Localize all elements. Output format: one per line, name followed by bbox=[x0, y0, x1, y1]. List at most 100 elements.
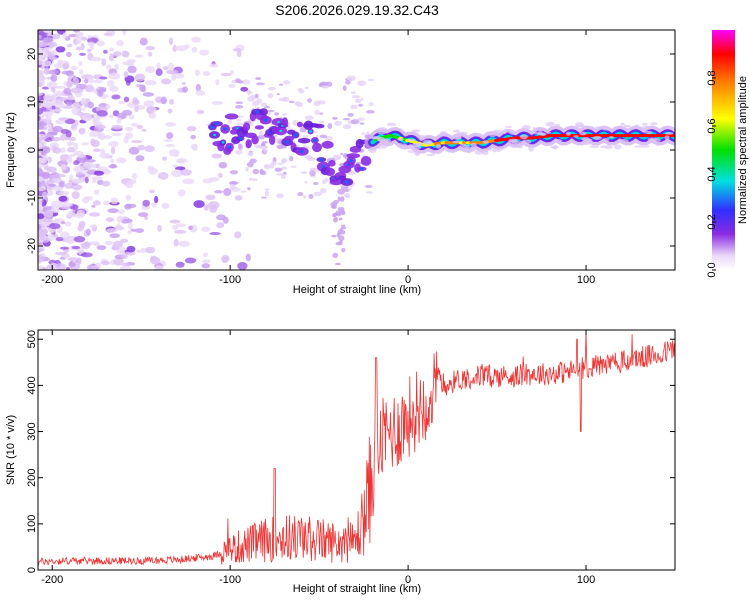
spectrogram-noise-blob bbox=[330, 205, 337, 209]
spectrogram-ridge-fringe bbox=[649, 122, 658, 126]
spectrogram-noise-blob bbox=[234, 231, 242, 239]
spectrogram-noise-blob bbox=[338, 209, 345, 215]
spectrogram-noise-blob bbox=[51, 136, 62, 142]
spectrogram-noise-blob bbox=[109, 233, 120, 239]
spectrogram-noise-blob bbox=[73, 160, 80, 166]
spectrogram-noise-blob bbox=[86, 264, 97, 270]
spectrogram-noise-blob bbox=[50, 33, 61, 40]
spectrogram-noise-blob bbox=[71, 125, 76, 129]
spectrogram-ridge-fringe bbox=[416, 142, 424, 146]
spectrogram-noise-blob bbox=[193, 200, 205, 208]
spectrogram-noise-blob bbox=[84, 78, 89, 84]
spectrogram-ridge-fringe bbox=[602, 128, 612, 131]
spectrogram-ridge-fringe bbox=[579, 131, 587, 136]
spectrogram-ytick-label: 10 bbox=[26, 96, 38, 108]
spectrogram-ridge-fringe bbox=[418, 134, 426, 138]
spectrogram-noise-blob bbox=[114, 63, 120, 71]
spectrogram-ridge-fringe bbox=[650, 138, 656, 144]
spectrogram-ridge-fringe bbox=[386, 122, 397, 127]
spectrogram-noise-blob bbox=[128, 146, 140, 155]
spectrogram-noise-blob bbox=[173, 239, 179, 247]
spectrogram-noise-blob bbox=[127, 65, 137, 74]
spectrogram-ridge-fringe bbox=[484, 148, 493, 151]
spectrogram-noise-blob bbox=[246, 161, 254, 168]
spectrogram-noise-blob bbox=[120, 238, 129, 243]
spectrogram-ridge-core bbox=[263, 118, 268, 122]
spectrogram-noise-blob bbox=[319, 112, 324, 115]
snr-ytick-label: 300 bbox=[26, 422, 38, 440]
spectrogram-noise-blob bbox=[247, 95, 255, 102]
spectrogram-noise-blob bbox=[125, 194, 131, 201]
spectrogram-noise-blob bbox=[106, 217, 115, 222]
spectrogram-noise-blob bbox=[367, 78, 375, 82]
colorbar: 0.0 0.2 0.4 0.6 0.8 Normalized spectral ampl… bbox=[706, 30, 749, 278]
spectrogram-noise-blob bbox=[68, 136, 77, 142]
spectrogram-noise-blob bbox=[38, 142, 43, 148]
spectrogram-ridge-core bbox=[285, 140, 290, 144]
spectrogram-noise-blob bbox=[274, 167, 283, 172]
spectrogram-noise-blob bbox=[54, 174, 66, 178]
spectrogram-ridge-fringe bbox=[545, 121, 555, 127]
spectrogram-ridge-fringe bbox=[482, 140, 489, 144]
spectrogram-ridge-fringe bbox=[553, 139, 563, 143]
spectrogram-noise-blob bbox=[71, 107, 80, 116]
spectrogram-noise-blob bbox=[281, 166, 288, 170]
spectrogram-ridge-fringe bbox=[482, 150, 489, 156]
spectrogram-noise-blob bbox=[108, 30, 116, 34]
spectrogram-noise-blob bbox=[235, 149, 243, 155]
spectrogram-noise-blob bbox=[324, 177, 329, 183]
spectrogram-noise-blob bbox=[338, 241, 343, 245]
spectrogram-noise-blob bbox=[157, 225, 162, 232]
spectrogram-ridge-fringe bbox=[433, 150, 440, 153]
spectrogram-noise-blob bbox=[66, 81, 73, 88]
spectrogram-ridge-fringe bbox=[565, 131, 571, 136]
spectrogram-noise-blob bbox=[91, 79, 103, 84]
spectrogram-noise-blob bbox=[121, 109, 133, 116]
snr-xlabel: Height of straight line (km) bbox=[293, 583, 421, 595]
spectrogram-noise-blob bbox=[38, 100, 41, 109]
spectrogram-noise-blob bbox=[62, 32, 68, 40]
spectrogram-noise-blob bbox=[126, 59, 137, 63]
spectrogram-noise-blob bbox=[59, 246, 69, 250]
spectrogram-noise-blob bbox=[38, 41, 49, 48]
spectrogram-ridge-fringe bbox=[470, 142, 477, 147]
spectrogram-noise-blob bbox=[89, 224, 97, 228]
spectrogram-noise-blob bbox=[65, 266, 71, 270]
spectrogram-noise-blob bbox=[86, 48, 92, 53]
spectrogram-noise-blob bbox=[313, 181, 319, 186]
spectrogram-noise-blob bbox=[321, 85, 330, 89]
spectrogram-ridge-fringe bbox=[494, 149, 502, 152]
spectrogram-noise-blob bbox=[143, 100, 155, 108]
snr-ytick-label: 0 bbox=[26, 567, 38, 573]
spectrogram-noise-blob bbox=[77, 153, 87, 158]
spectrogram-noise-blob bbox=[218, 161, 228, 169]
spectrogram-noise-blob bbox=[96, 40, 105, 47]
spectrogram-noise-blob bbox=[139, 37, 148, 46]
spectrogram-noise-blob bbox=[75, 212, 85, 219]
spectrogram-noise-blob bbox=[139, 84, 146, 92]
spectrogram-noise-blob bbox=[302, 194, 307, 199]
spectrogram-noise-blob bbox=[248, 177, 254, 181]
spectrogram-noise-blob bbox=[51, 105, 56, 110]
snr-ylabel: SNR (10 * v/v) bbox=[5, 415, 17, 485]
spectrogram-ridge-fringe bbox=[623, 124, 631, 128]
spectrogram-noise-blob bbox=[78, 60, 83, 67]
spectrogram-noise-blob bbox=[178, 189, 186, 197]
spectrogram-noise-blob bbox=[40, 146, 45, 155]
spectrogram-noise-blob bbox=[249, 158, 257, 164]
spectrogram-noise-blob bbox=[165, 143, 176, 148]
spectrogram-noise-blob bbox=[108, 140, 119, 147]
spectrogram-noise-blob bbox=[71, 245, 81, 250]
spectrogram-noise-blob bbox=[222, 216, 229, 224]
spectrogram-noise-blob bbox=[282, 113, 288, 116]
spectrogram-noise-blob bbox=[90, 138, 96, 146]
spectrogram-noise-blob bbox=[73, 236, 86, 243]
spectrogram-noise-blob bbox=[71, 191, 80, 200]
spectrogram-noise-blob bbox=[55, 263, 67, 270]
spectrogram-xtick-label: 0 bbox=[405, 274, 411, 286]
spectrogram-noise-blob bbox=[108, 53, 115, 62]
spectrogram-ridge-fringe bbox=[536, 132, 546, 136]
spectrogram-noise-blob bbox=[147, 51, 153, 57]
spectrogram-noise-blob bbox=[116, 215, 124, 223]
